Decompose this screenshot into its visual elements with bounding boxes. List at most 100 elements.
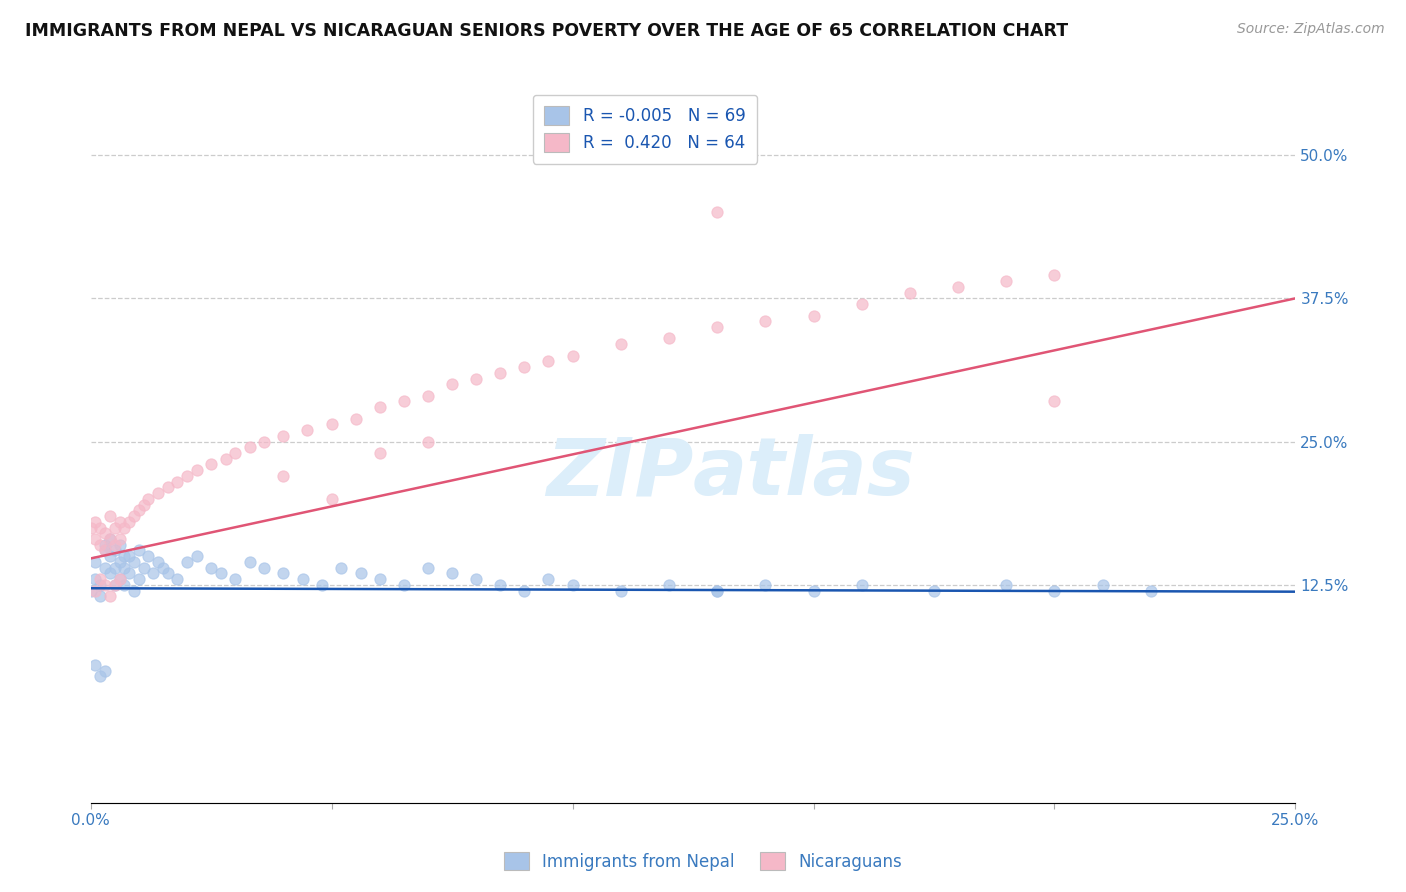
Point (89, 589, 111, 603)
Point (94, 578, 117, 592)
Point (112, 549, 135, 564)
Point (104, 578, 127, 592)
Point (108, 515, 131, 529)
Point (851, 297, 873, 311)
Point (513, 360, 536, 375)
Point (146, 486, 169, 500)
Point (803, 309, 825, 323)
Point (706, 583, 728, 598)
Point (104, 543, 127, 558)
Point (368, 401, 391, 415)
Point (98, 532, 121, 546)
Point (108, 538, 131, 552)
Point (898, 285, 921, 300)
Point (112, 560, 135, 574)
Point (344, 411, 367, 425)
Point (297, 423, 319, 437)
Point (94, 526, 117, 541)
Legend: R = -0.005   N = 69, R =  0.420   N = 64: R = -0.005 N = 69, R = 0.420 N = 64 (533, 95, 756, 164)
Text: ZIP: ZIP (546, 434, 693, 512)
Point (368, 572, 391, 586)
Point (108, 532, 131, 546)
Point (89, 578, 111, 592)
Point (754, 578, 776, 592)
Point (239, 555, 262, 569)
Point (706, 320, 728, 334)
Point (112, 578, 135, 592)
Point (995, 578, 1018, 592)
Point (118, 515, 141, 529)
Point (224, 446, 246, 460)
Point (98, 549, 121, 564)
Point (273, 469, 295, 483)
Point (1091, 578, 1114, 592)
Point (273, 429, 295, 443)
Point (330, 560, 353, 574)
Point (489, 366, 512, 380)
Point (98, 509, 121, 524)
Point (84, 583, 107, 598)
Point (513, 583, 536, 598)
Point (311, 578, 333, 592)
Point (89, 669, 111, 683)
Point (176, 555, 198, 569)
Point (465, 371, 488, 385)
Point (1043, 394, 1066, 409)
Point (79, 520, 101, 534)
Point (537, 572, 560, 586)
Point (104, 560, 127, 574)
Point (108, 572, 131, 586)
Point (489, 578, 512, 592)
Point (273, 566, 295, 581)
Point (108, 555, 131, 569)
Point (84, 555, 107, 569)
Point (851, 578, 873, 592)
Point (561, 349, 583, 363)
Point (416, 560, 439, 574)
Point (94, 543, 117, 558)
Point (658, 331, 681, 345)
Point (803, 583, 825, 598)
Point (706, 205, 728, 219)
Point (253, 560, 276, 574)
Legend: Immigrants from Nepal, Nicaraguans: Immigrants from Nepal, Nicaraguans (496, 844, 910, 880)
Point (416, 389, 439, 403)
Text: IMMIGRANTS FROM NEPAL VS NICARAGUAN SENIORS POVERTY OVER THE AGE OF 65 CORRELATI: IMMIGRANTS FROM NEPAL VS NICARAGUAN SENI… (25, 22, 1069, 40)
Point (321, 417, 343, 432)
Point (441, 377, 464, 392)
Point (166, 475, 188, 489)
Point (321, 491, 343, 506)
Point (142, 566, 165, 581)
Point (104, 578, 127, 592)
Point (416, 434, 439, 449)
Point (112, 520, 135, 534)
Text: Source: ZipAtlas.com: Source: ZipAtlas.com (1237, 22, 1385, 37)
Point (200, 560, 222, 574)
Point (156, 566, 179, 581)
Point (118, 566, 141, 581)
Point (98, 532, 121, 546)
Point (104, 538, 127, 552)
Point (392, 578, 415, 592)
Point (609, 583, 631, 598)
Point (609, 337, 631, 351)
Point (706, 583, 728, 598)
Point (89, 538, 111, 552)
Point (89, 572, 111, 586)
Point (214, 451, 236, 466)
Point (152, 560, 174, 574)
Point (465, 572, 488, 586)
Point (253, 434, 276, 449)
Point (122, 555, 145, 569)
Point (368, 446, 391, 460)
Point (922, 583, 945, 598)
Point (146, 555, 169, 569)
Point (79, 583, 101, 598)
Point (754, 314, 776, 328)
Point (104, 520, 127, 534)
Point (94, 543, 117, 558)
Point (561, 578, 583, 592)
Point (1140, 583, 1163, 598)
Point (658, 578, 681, 592)
Point (94, 560, 117, 574)
